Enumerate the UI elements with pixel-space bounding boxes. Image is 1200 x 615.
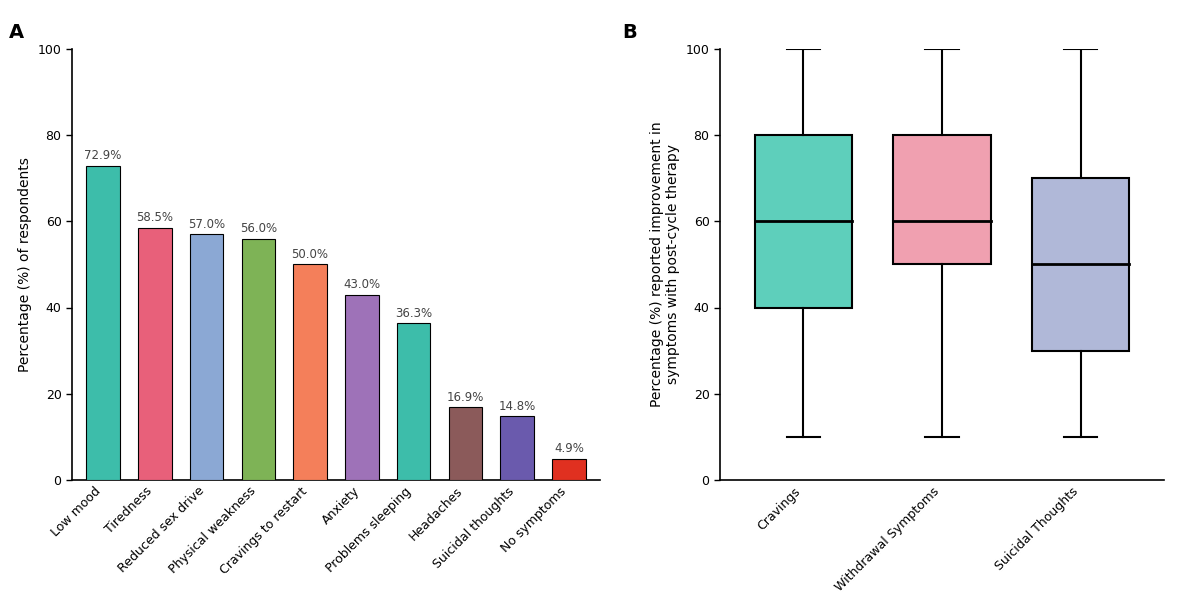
Text: 57.0%: 57.0%	[188, 218, 226, 231]
Y-axis label: Percentage (%) reported improvement in
symptoms with post-cycle therapy: Percentage (%) reported improvement in s…	[650, 122, 680, 407]
Bar	[755, 135, 852, 308]
Text: 16.9%: 16.9%	[446, 391, 484, 403]
Text: 36.3%: 36.3%	[395, 307, 432, 320]
Y-axis label: Percentage (%) of respondents: Percentage (%) of respondents	[18, 157, 32, 372]
Bar	[397, 323, 431, 480]
Bar	[346, 295, 379, 480]
Bar	[500, 416, 534, 480]
Text: 43.0%: 43.0%	[343, 278, 380, 291]
Bar	[552, 459, 586, 480]
Bar	[241, 239, 275, 480]
Text: B: B	[623, 23, 637, 42]
Bar	[293, 264, 326, 480]
Bar	[1032, 178, 1129, 351]
Text: 58.5%: 58.5%	[137, 212, 173, 224]
Text: 14.8%: 14.8%	[498, 400, 536, 413]
Bar	[190, 234, 223, 480]
Bar	[138, 228, 172, 480]
Bar	[86, 166, 120, 480]
Text: A: A	[8, 23, 24, 42]
Bar	[894, 135, 990, 264]
Text: 50.0%: 50.0%	[292, 248, 329, 261]
Text: 4.9%: 4.9%	[554, 442, 584, 455]
Text: 72.9%: 72.9%	[84, 149, 121, 162]
Bar	[449, 407, 482, 480]
Text: 56.0%: 56.0%	[240, 222, 277, 235]
